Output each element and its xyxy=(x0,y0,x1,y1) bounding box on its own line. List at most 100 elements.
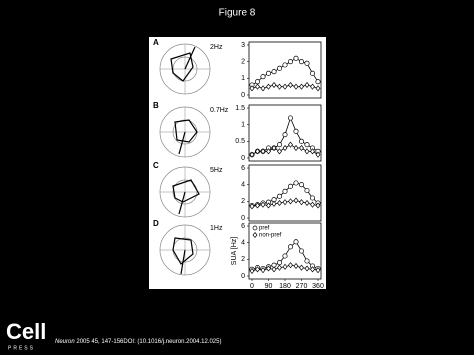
marker-circle xyxy=(287,115,294,121)
y-tick-label: 2 xyxy=(241,59,245,66)
polar-vector xyxy=(178,131,186,155)
marker-diamond xyxy=(249,85,255,92)
y-tick-label: 6 xyxy=(241,223,245,230)
y-tick-label: 2 xyxy=(241,198,245,205)
marker-diamond xyxy=(293,144,299,152)
y-tick-label: 0.5 xyxy=(235,138,245,145)
y-tick-label: 1 xyxy=(241,122,245,129)
marker-diamond xyxy=(310,266,315,273)
marker-diamond xyxy=(271,200,277,207)
legend-label: pref xyxy=(259,226,270,232)
y-tick-label: 6 xyxy=(241,165,245,172)
marker-diamond xyxy=(249,267,255,275)
marker-diamond xyxy=(271,266,277,273)
marker-diamond xyxy=(299,264,304,271)
journal: Neuron xyxy=(55,339,75,345)
marker-diamond xyxy=(255,83,260,90)
marker-diamond xyxy=(282,144,288,152)
marker-diamond xyxy=(288,262,293,269)
y-tick-label: 1 xyxy=(241,75,245,82)
frequency-label: 1Hz xyxy=(210,225,223,232)
marker-diamond xyxy=(277,199,282,207)
x-tick-label: 270 xyxy=(296,283,308,290)
marker-diamond xyxy=(255,266,260,273)
marker-circle xyxy=(287,183,294,189)
marker-circle xyxy=(293,239,299,245)
y-tick-label: 4 xyxy=(241,182,245,189)
polar-vector xyxy=(180,249,186,275)
marker-circle xyxy=(287,244,294,250)
figure-title: Figure 8 xyxy=(219,8,256,19)
marker-circle xyxy=(276,193,283,199)
marker-diamond xyxy=(249,151,255,158)
marker-circle xyxy=(298,182,305,188)
marker-diamond xyxy=(293,262,299,270)
plot-frame xyxy=(248,164,322,222)
x-axis-label: Angle xyxy=(275,290,296,299)
marker-diamond xyxy=(260,148,266,155)
marker-diamond xyxy=(282,83,288,90)
marker-diamond xyxy=(293,83,299,90)
marker-circle xyxy=(260,74,266,80)
marker-circle xyxy=(287,59,294,65)
marker-diamond xyxy=(277,264,282,271)
marker-circle xyxy=(254,79,261,85)
marker-diamond xyxy=(310,201,315,208)
x-tick-label: 360 xyxy=(312,283,324,290)
marker-circle xyxy=(293,180,299,186)
marker-circle xyxy=(282,188,288,194)
marker-diamond xyxy=(293,197,299,204)
marker-diamond xyxy=(255,148,260,155)
marker-diamond xyxy=(266,148,271,155)
marker-diamond xyxy=(277,83,282,90)
marker-diamond xyxy=(282,263,288,270)
panel-label: D xyxy=(153,219,159,228)
marker-circle xyxy=(298,59,305,65)
marker-diamond xyxy=(266,265,271,272)
panel-label: B xyxy=(153,101,159,110)
marker-circle xyxy=(309,70,316,76)
marker-diamond xyxy=(299,199,304,206)
marker-circle xyxy=(304,187,310,194)
marker-diamond xyxy=(315,267,321,274)
marker-diamond xyxy=(304,81,310,89)
citation: Neuron 2005 45, 147-156DOI: (10.1016/j.n… xyxy=(55,339,221,345)
legend-marker xyxy=(252,225,258,231)
marker-diamond xyxy=(266,202,271,209)
polar-tuning xyxy=(170,52,194,82)
marker-diamond xyxy=(288,141,293,148)
marker-circle xyxy=(271,69,277,75)
polar-vector xyxy=(178,191,186,215)
marker-diamond xyxy=(260,201,266,208)
marker-circle xyxy=(276,142,283,148)
y-tick-label: 0 xyxy=(241,155,245,162)
y-tick-label: 4 xyxy=(241,240,245,247)
marker-circle xyxy=(304,60,310,66)
marker-circle xyxy=(282,132,288,138)
y-tick-label: 0 xyxy=(241,92,245,99)
marker-diamond xyxy=(266,83,271,90)
marker-diamond xyxy=(304,199,310,207)
marker-diamond xyxy=(310,83,315,90)
y-tick-label: 0 xyxy=(241,273,245,280)
x-tick-label: 90 xyxy=(265,283,273,290)
marker-circle xyxy=(304,258,310,264)
polar-tuning xyxy=(172,237,194,265)
frequency-label: 2Hz xyxy=(210,44,223,51)
marker-circle xyxy=(298,248,305,254)
marker-circle xyxy=(282,253,288,259)
polar-vector xyxy=(184,46,196,70)
plot-frame xyxy=(248,104,322,162)
legend-label: non-pref xyxy=(259,233,282,239)
marker-diamond xyxy=(304,148,310,155)
marker-circle xyxy=(298,138,305,144)
polar-tuning xyxy=(174,119,198,143)
marker-diamond xyxy=(277,148,282,155)
y-axis-label: SUA [Hz] xyxy=(231,237,238,265)
marker-diamond xyxy=(260,85,266,92)
marker-diamond xyxy=(271,144,277,152)
marker-circle xyxy=(276,65,283,71)
y-tick-label: 0 xyxy=(241,215,245,222)
